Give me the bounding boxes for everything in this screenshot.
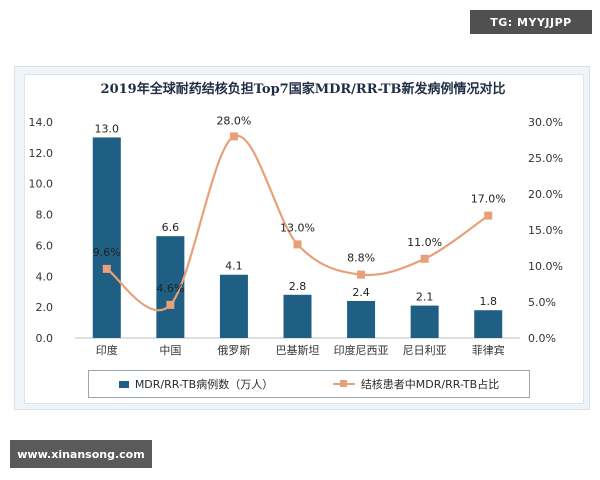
percent-value-label: 13.0%	[280, 221, 315, 234]
percent-marker	[420, 254, 429, 263]
percent-value-label: 8.8%	[347, 252, 375, 265]
percent-marker	[166, 300, 175, 309]
legend-bar-label: MDR/RR-TB病例数（万人）	[134, 378, 274, 391]
y-left-tick-label: 12.0	[29, 147, 54, 160]
watermark-tag: TG: MYYJJPP	[470, 10, 592, 34]
x-tick-label: 俄罗斯	[217, 344, 250, 357]
bar-value-label: 2.8	[289, 280, 307, 293]
x-tick-label: 巴基斯坦	[276, 343, 320, 357]
percent-marker	[293, 240, 302, 249]
y-right-tick-label: 30.0%	[528, 116, 563, 129]
y-right-tick-label: 20.0%	[528, 188, 563, 201]
legend-line-swatch	[332, 379, 355, 389]
chart-legend: MDR/RR-TB病例数（万人） 结核患者中MDR/RR-TB占比	[88, 370, 530, 398]
y-right-tick-label: 0.0%	[528, 332, 556, 345]
y-right-tick-label: 10.0%	[528, 260, 563, 273]
bar	[283, 294, 312, 338]
y-left-tick-label: 6.0	[36, 239, 54, 252]
bar-value-label: 2.4	[352, 286, 370, 299]
y-right-tick-label: 5.0%	[528, 296, 556, 309]
legend-item-line: 结核患者中MDR/RR-TB占比	[332, 376, 500, 392]
percent-value-label: 28.0%	[216, 114, 251, 127]
percent-value-label: 11.0%	[407, 236, 442, 249]
y-left-tick-label: 8.0	[36, 209, 54, 222]
percent-marker	[229, 132, 238, 141]
y-left-tick-label: 4.0	[36, 270, 54, 283]
legend-item-bar: MDR/RR-TB病例数（万人）	[118, 376, 274, 392]
x-tick-label: 印度尼西亚	[334, 343, 389, 357]
y-left-tick-label: 2.0	[36, 301, 54, 314]
bar-value-label: 13.0	[95, 122, 120, 135]
chart-title: 2019年全球耐药结核负担Top7国家MDR/RR-TB新发病例情况对比	[100, 82, 506, 97]
y-left-tick-label: 0.0	[36, 332, 54, 345]
percent-marker	[484, 211, 493, 220]
bar-value-label: 2.1	[416, 291, 434, 304]
percent-value-label: 9.6%	[93, 246, 121, 259]
bar-value-label: 6.6	[162, 221, 180, 234]
legend-bar-swatch	[118, 380, 129, 388]
legend-line-label: 结核患者中MDR/RR-TB占比	[360, 378, 500, 391]
percent-value-label: 17.0%	[471, 193, 506, 206]
bar-value-label: 4.1	[225, 260, 243, 273]
percent-marker	[102, 264, 111, 273]
x-tick-label: 尼日利亚	[403, 344, 447, 357]
percent-value-label: 4.6%	[156, 282, 184, 295]
y-left-tick-label: 14.0	[29, 116, 54, 129]
percent-marker	[357, 270, 366, 279]
bar	[410, 305, 439, 338]
bar	[219, 274, 248, 338]
site-tag: www.xinansong.com	[10, 440, 152, 468]
x-tick-label: 印度	[96, 343, 118, 357]
bar	[347, 300, 376, 338]
y-right-tick-label: 25.0%	[528, 152, 563, 165]
x-tick-label: 中国	[159, 344, 181, 357]
y-right-tick-label: 15.0%	[528, 224, 563, 237]
y-left-tick-label: 10.0	[29, 178, 54, 191]
bar-value-label: 1.8	[479, 295, 497, 308]
bar	[92, 137, 121, 338]
bar	[474, 310, 503, 338]
x-tick-label: 菲律宾	[472, 343, 505, 357]
